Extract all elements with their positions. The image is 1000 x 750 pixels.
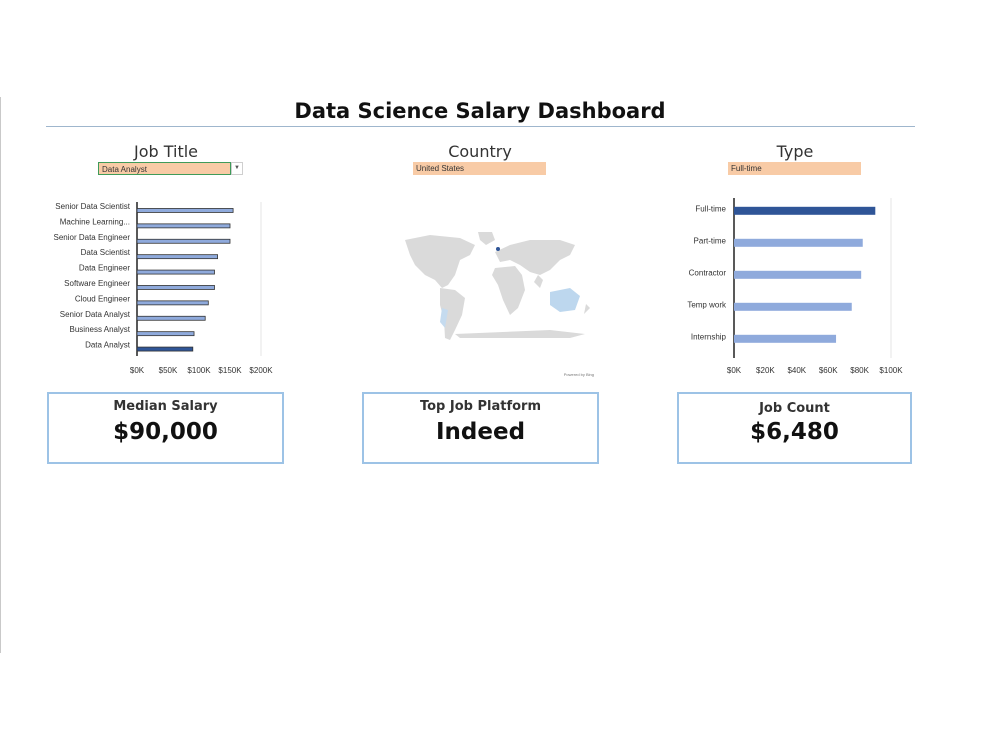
bar: [136, 331, 195, 337]
top-job-platform-card: Top Job Platform Indeed: [362, 392, 599, 464]
category-label: Contractor: [689, 268, 727, 277]
job-title-label: Job Title: [133, 142, 199, 161]
card-value: $90,000: [113, 419, 218, 445]
dashboard-title: Data Science Salary Dashboard: [294, 99, 666, 123]
map-attribution: Powered by Bing: [564, 372, 594, 377]
category-label: Temp work: [687, 300, 727, 309]
bar: [734, 238, 863, 247]
category-label: Business Analyst: [70, 325, 131, 334]
country-map[interactable]: Powered by Bing: [400, 230, 600, 380]
bar: [734, 206, 876, 215]
oceania-land: [550, 288, 580, 312]
median-salary-card: Median Salary $90,000: [47, 392, 284, 464]
tick-label: $150K: [218, 366, 242, 375]
job-count-card: Job Count $6,480: [677, 392, 912, 464]
card-label: Top Job Platform: [419, 399, 542, 414]
category-label: Part-time: [694, 236, 727, 245]
tick-label: $0K: [130, 366, 145, 375]
sheet-left-border: [0, 97, 1, 653]
bar: [734, 270, 862, 279]
card-label: Job Count: [759, 401, 830, 416]
tick-label: $0K: [727, 366, 742, 375]
selected-country-marker: [496, 247, 500, 251]
tick-label: $40K: [787, 366, 806, 375]
category-label: Senior Data Scientist: [55, 202, 130, 211]
bar: [136, 238, 231, 244]
bar: [136, 315, 206, 321]
card-label: Median Salary: [113, 399, 218, 414]
tick-label: $20K: [756, 366, 775, 375]
world-land: [405, 232, 585, 340]
category-label: Data Engineer: [79, 264, 130, 273]
job-title-salary-chart: Senior Data Scientist Machine Learning...…: [54, 202, 274, 375]
bar: [136, 300, 209, 306]
job-title-dropdown[interactable]: Data Analyst: [98, 162, 231, 175]
bar: [136, 285, 215, 290]
new-zealand-land: [584, 304, 590, 314]
card-value: Indeed: [435, 419, 526, 445]
bar: [734, 302, 852, 311]
category-label: Senior Data Engineer: [54, 233, 131, 242]
tick-label: $100K: [187, 366, 211, 375]
bar: [136, 269, 215, 275]
type-label: Type: [776, 142, 814, 161]
chevron-down-icon[interactable]: ▼: [231, 162, 243, 175]
category-label: Senior Data Analyst: [60, 310, 131, 319]
category-label: Internship: [691, 332, 727, 341]
country-label: Country: [448, 142, 512, 161]
bar: [734, 334, 837, 343]
type-filter[interactable]: Full-time: [728, 162, 861, 175]
bar: [136, 223, 231, 229]
category-label: Cloud Engineer: [75, 294, 130, 303]
tick-label: $100K: [879, 366, 903, 375]
country-filter[interactable]: United States: [413, 162, 546, 175]
category-label: Machine Learning...: [60, 217, 130, 226]
south-america-tint: [440, 308, 448, 328]
tick-label: $60K: [819, 366, 838, 375]
category-label: Data Analyst: [85, 341, 131, 350]
bar: [136, 346, 194, 352]
category-label: Data Scientist: [81, 248, 131, 257]
bar: [136, 208, 234, 213]
tick-label: $80K: [850, 366, 869, 375]
title-underline: [46, 126, 915, 127]
category-label: Software Engineer: [64, 279, 130, 288]
tick-label: $200K: [249, 366, 273, 375]
job-type-salary-chart: Full-time Part-time Contractor Temp work Int…: [687, 198, 903, 375]
tick-label: $50K: [159, 366, 178, 375]
bar: [136, 254, 218, 260]
card-value: $6,480: [750, 419, 839, 445]
category-label: Full-time: [695, 204, 726, 213]
